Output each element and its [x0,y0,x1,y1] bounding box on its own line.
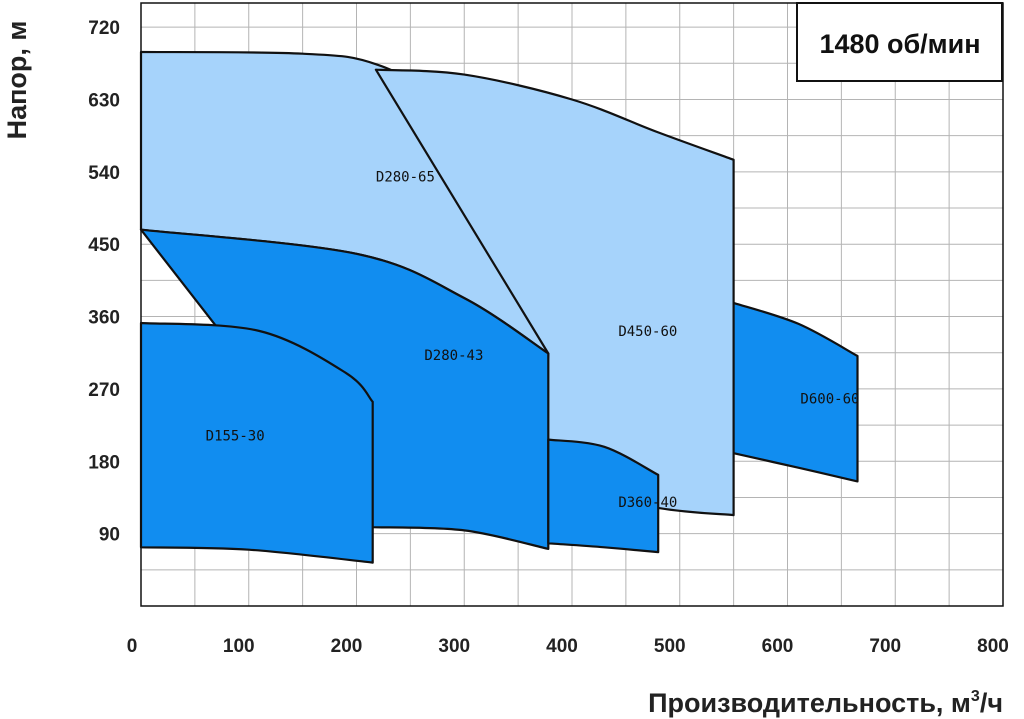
x-tick-label: 700 [869,636,901,657]
y-tick-label: 720 [88,18,120,39]
y-tick-label: 360 [88,308,120,329]
region-label-d280-43: D280-43 [424,348,483,364]
x-axis-title-main: Производительность, м [648,688,971,718]
speed-label: 1480 об/мин [819,29,980,59]
y-axis-title: Напор, м [2,21,32,140]
y-tick-label: 540 [88,163,120,184]
x-tick-label: 800 [977,636,1009,657]
region-labels: D280-65 D450-60 D280-43 D155-30 D360-40 D600-… [206,169,860,511]
y-tick-label: 90 [99,525,120,546]
x-tick-label: 500 [654,636,686,657]
plot-frame [140,2,1004,607]
y-tick-label: 270 [88,380,120,401]
region-label-d450-60: D450-60 [618,324,677,340]
region-label-d360-40: D360-40 [618,495,677,511]
y-tick-label: 630 [88,90,120,111]
region-d155-30 [139,321,374,564]
region-d600-60 [732,301,859,483]
x-tick-label: 400 [546,636,578,657]
performance-regions [139,50,859,564]
x-axis-title: Производительность, м3/ч [648,688,1003,718]
y-tick-label: 450 [88,235,120,256]
speed-box: 1480 об/мин [796,2,1003,82]
x-tick-label: 600 [762,636,794,657]
region-label-d280-65: D280-65 [376,169,435,185]
y-axis-ticks: 90 180 270 360 450 540 630 720 [88,18,120,546]
x-axis-title-suffix: /ч [980,688,1003,718]
region-d360-40 [547,438,660,554]
region-label-d600-60: D600-60 [800,391,859,407]
x-tick-label: 0 [127,636,138,657]
x-axis-ticks: 0 100 200 300 400 500 600 700 800 [127,636,1009,657]
region-label-d155-30: D155-30 [206,428,265,444]
x-tick-label: 200 [331,636,363,657]
x-tick-label: 300 [438,636,470,657]
x-axis-title-sup: 3 [971,688,980,705]
x-tick-label: 100 [223,636,255,657]
y-tick-label: 180 [88,452,120,473]
